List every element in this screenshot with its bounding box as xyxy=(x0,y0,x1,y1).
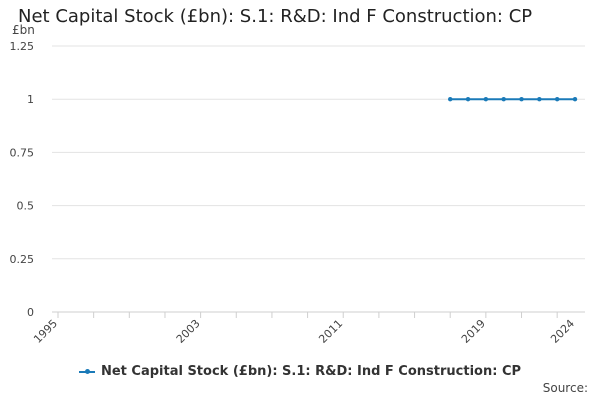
y-tick-label: 1.25 xyxy=(10,40,35,53)
gridlines xyxy=(52,45,585,313)
x-tick-label: 2024 xyxy=(548,317,577,346)
y-unit-label: £bn xyxy=(12,23,35,37)
data-point[interactable] xyxy=(537,97,542,102)
x-tick-label: 1995 xyxy=(31,317,60,346)
series-layer xyxy=(448,97,578,102)
y-axis-ticks: 0 0.25 0.5 0.75 1 1.25 xyxy=(10,40,35,319)
x-tick-label: 2011 xyxy=(316,317,345,346)
data-point[interactable] xyxy=(465,97,471,102)
data-point[interactable] xyxy=(519,97,524,102)
data-point[interactable] xyxy=(554,97,560,102)
legend-swatch xyxy=(78,368,95,374)
chart-title: Net Capital Stock (£bn): S.1: R&D: Ind F… xyxy=(18,6,533,27)
y-tick-label: 0.75 xyxy=(10,146,35,159)
x-tick-label: 2003 xyxy=(174,317,203,346)
x-axis: 1995 2003 2011 2019 2024 xyxy=(31,311,585,346)
x-tick-label: 2019 xyxy=(459,317,488,346)
data-point[interactable] xyxy=(448,97,453,102)
source-label: Source: xyxy=(542,381,588,395)
data-point[interactable] xyxy=(572,97,578,102)
legend-label: Net Capital Stock (£bn): S.1: R&D: Ind F… xyxy=(100,364,522,379)
data-point[interactable] xyxy=(501,97,506,102)
y-tick-label: 0 xyxy=(27,306,34,319)
legend[interactable]: Net Capital Stock (£bn): S.1: R&D: Ind F… xyxy=(0,364,600,379)
y-tick-label: 0.5 xyxy=(17,200,35,213)
data-point[interactable] xyxy=(483,97,489,102)
y-tick-label: 1 xyxy=(27,93,34,106)
y-tick-label: 0.25 xyxy=(10,253,35,266)
